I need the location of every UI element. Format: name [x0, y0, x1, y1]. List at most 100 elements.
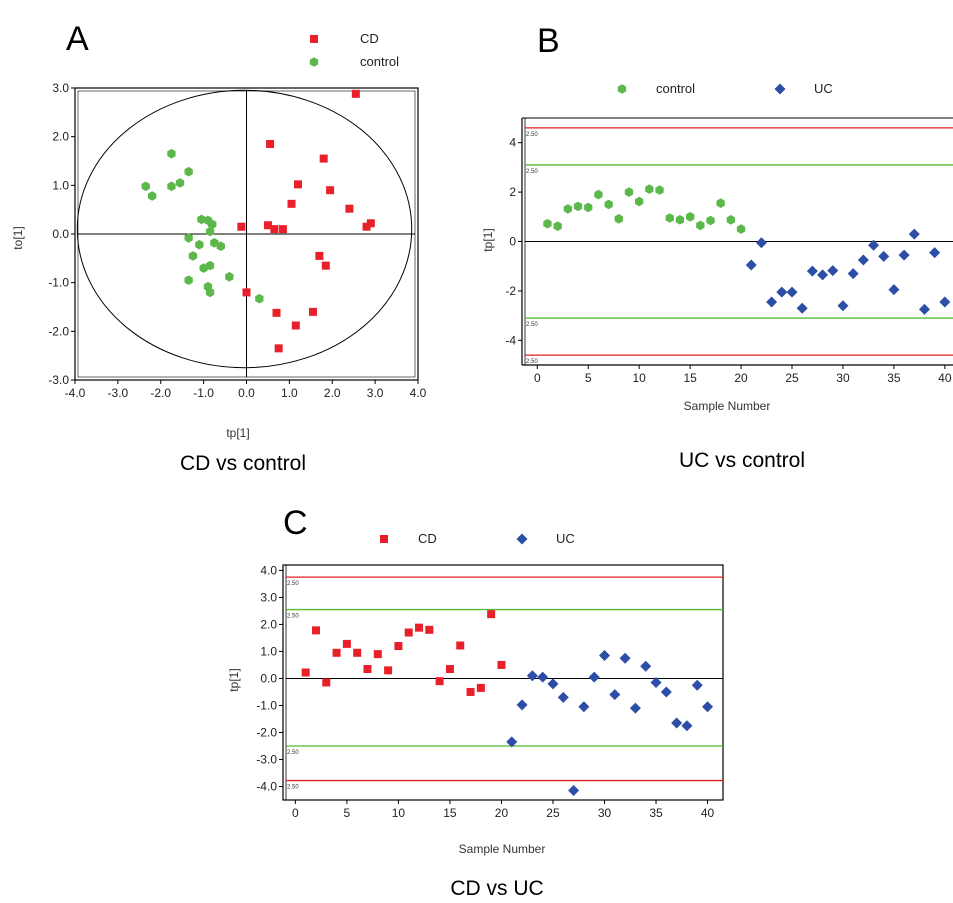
data-point-uc [568, 785, 580, 797]
y-tick-label: 4.0 [260, 563, 277, 577]
data-point-control [210, 238, 219, 248]
data-point-cd [311, 626, 320, 635]
data-point-cd [415, 623, 424, 632]
data-point-control [726, 215, 735, 225]
y-tick-label: -1.0 [256, 698, 277, 712]
data-point-uc [629, 702, 641, 714]
x-tick-label: 15 [683, 371, 697, 385]
data-point-uc [786, 286, 798, 298]
data-point-cd [242, 288, 251, 297]
data-point-cd [456, 641, 465, 650]
data-point-cd [345, 204, 354, 213]
data-point-cd [366, 219, 375, 228]
data-point-uc [681, 720, 693, 732]
y-tick-label: 3.0 [52, 81, 69, 95]
y-tick-label: 2 [509, 185, 516, 199]
data-point-cd [287, 199, 296, 208]
data-point-control [665, 213, 674, 223]
x-tick-label: 5 [585, 371, 592, 385]
panel-label: B [537, 22, 560, 60]
data-point-uc [908, 228, 920, 240]
data-point-control [655, 185, 664, 195]
data-point-control [645, 184, 654, 194]
data-point-cd [487, 610, 496, 619]
data-point-control [167, 148, 176, 159]
y-tick-label: -2.0 [256, 725, 277, 739]
data-point-cd [263, 221, 272, 230]
data-point-cd [237, 222, 246, 231]
data-point-control [184, 233, 193, 243]
data-point-cd [466, 687, 475, 696]
data-point-control [255, 293, 264, 304]
data-point-uc [557, 691, 569, 703]
panel-label: A [66, 20, 89, 58]
x-tick-label: 35 [649, 806, 663, 820]
data-point-control [216, 241, 225, 251]
x-tick-label: -3.0 [108, 386, 129, 400]
data-point-cd [291, 321, 300, 330]
data-point-uc [918, 303, 930, 315]
x-tick-label: 40 [938, 371, 952, 385]
legend-marker-cd [310, 35, 318, 43]
data-point-control [197, 214, 206, 225]
data-point-cd [384, 666, 393, 675]
data-point-cd [266, 139, 275, 148]
data-point-cd [342, 639, 351, 648]
x-tick-label: 40 [701, 806, 715, 820]
data-point-control [716, 198, 725, 208]
data-point-uc [516, 699, 528, 711]
panel-caption: UC vs control [679, 449, 805, 472]
data-point-uc [598, 649, 610, 661]
data-point-control [604, 199, 613, 210]
data-point-cd [278, 225, 287, 234]
data-point-control [184, 166, 193, 177]
data-point-uc [671, 717, 683, 729]
legend-label-cd: CD [418, 531, 437, 546]
data-point-cd [363, 664, 372, 673]
data-point-control [205, 226, 215, 237]
data-point-cd [394, 642, 403, 651]
data-point-uc [888, 284, 900, 296]
x-tick-label: 20 [734, 371, 748, 385]
data-point-uc [640, 660, 652, 672]
y-tick-label: 2.0 [260, 617, 277, 631]
x-tick-label: 25 [785, 371, 799, 385]
data-point-cd [425, 625, 434, 634]
x-tick-label: 20 [495, 806, 509, 820]
data-point-uc [868, 239, 880, 251]
y-axis-label: tp[1] [227, 668, 241, 691]
data-point-cd [270, 225, 279, 234]
data-point-uc [817, 269, 829, 281]
x-tick-label: 5 [344, 806, 351, 820]
x-tick-label: 30 [598, 806, 612, 820]
x-axis-label: tp[1] [226, 426, 249, 440]
y-tick-label: 0.0 [52, 227, 69, 241]
x-tick-label: 4.0 [410, 386, 427, 400]
data-point-cd [404, 628, 413, 637]
data-point-uc [745, 259, 757, 271]
plot-frame [282, 564, 724, 801]
limit-line-tag: 2.50 [287, 785, 299, 791]
data-point-uc [619, 652, 631, 664]
data-point-cd [315, 251, 324, 260]
limit-line-tag: 2.50 [526, 359, 538, 365]
data-point-control [208, 219, 217, 230]
data-point-control [148, 191, 157, 201]
x-tick-label: 30 [836, 371, 850, 385]
data-point-uc [650, 677, 662, 688]
data-point-control [706, 215, 715, 226]
data-point-control [184, 275, 193, 285]
limit-line-tag: 2.50 [526, 322, 538, 328]
data-point-control [573, 201, 583, 212]
y-tick-label: 0 [509, 235, 516, 249]
data-point-cd [319, 154, 328, 163]
data-point-control [141, 181, 150, 192]
data-point-control [686, 212, 695, 222]
data-point-uc [506, 736, 518, 748]
data-point-uc [766, 296, 778, 308]
y-tick-label: 3.0 [260, 590, 277, 604]
legend-marker-cd [380, 535, 388, 543]
data-point-control [543, 218, 552, 229]
